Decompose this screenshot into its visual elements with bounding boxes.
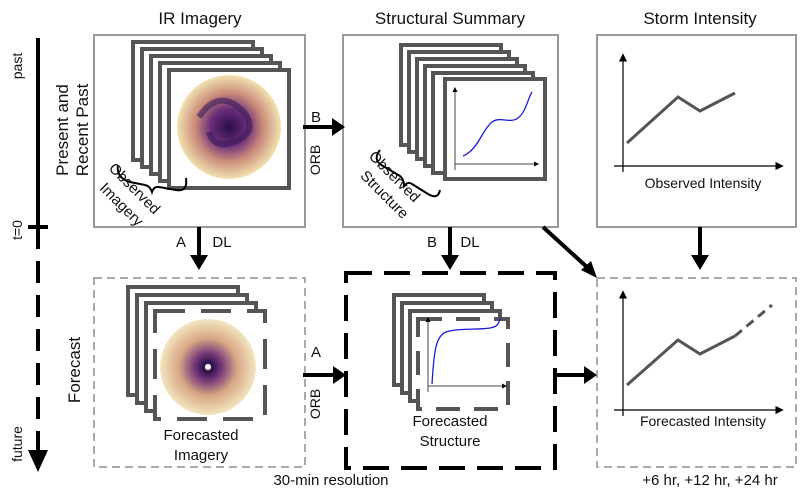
arrow-dl-mid-label: DL bbox=[460, 234, 479, 251]
arrow-b-mid-label: B bbox=[427, 234, 437, 251]
forecasted-intensity-plot bbox=[614, 290, 784, 416]
arrow-intensity-down-head bbox=[691, 255, 709, 270]
timeline-past-label: past bbox=[9, 53, 25, 80]
column-heading-storm-intensity: Storm Intensity bbox=[643, 9, 757, 28]
forecasted-imagery-label-line1: Forecasted bbox=[163, 427, 238, 444]
column-heading-structural-summary: Structural Summary bbox=[375, 9, 526, 28]
arrow-dl-left-label: DL bbox=[212, 234, 231, 251]
timeline bbox=[28, 38, 48, 472]
row-label-present-line2: Recent Past bbox=[73, 83, 92, 176]
storm-spiral-band bbox=[196, 97, 253, 148]
observed-intensity-line bbox=[625, 91, 736, 145]
arrow-orb-top-label: ORB bbox=[307, 145, 323, 175]
forecasted-structure-curve bbox=[431, 317, 501, 385]
forecasted-imagery-label-line2: Imagery bbox=[174, 447, 229, 464]
arrow-b-dl-mid-head bbox=[441, 255, 459, 270]
observed-storm-image bbox=[177, 75, 281, 179]
observed-structure-stack bbox=[399, 43, 547, 181]
footer-resolution: 30-min resolution bbox=[273, 472, 388, 489]
forecasted-storm-eye bbox=[205, 364, 211, 370]
arrow-structure-to-forecast-intensity-head bbox=[581, 261, 597, 278]
arrow-orb-bottom-label: ORB bbox=[307, 389, 323, 419]
forecasted-intensity-label: Forecasted Intensity bbox=[640, 413, 766, 429]
observed-structure-plot bbox=[452, 87, 539, 170]
forecasted-intensity-projected-line bbox=[734, 303, 773, 338]
arrow-structure-to-intensity-bottom-head bbox=[584, 366, 597, 384]
arrow-a-left-label: A bbox=[176, 234, 186, 251]
observed-intensity-panel bbox=[596, 34, 797, 228]
timeline-future-label: future bbox=[9, 426, 25, 462]
forecasted-intensity-panel bbox=[596, 277, 797, 468]
footer-horizons: +6 hr, +12 hr, +24 hr bbox=[642, 472, 778, 489]
forecasted-structure-frame bbox=[416, 317, 510, 411]
row-label-forecast: Forecast bbox=[65, 337, 84, 403]
observed-intensity-plot bbox=[614, 53, 784, 172]
forecasted-structure-label-line1: Forecasted bbox=[412, 413, 487, 430]
observed-structure-brace bbox=[375, 149, 441, 198]
observed-structure-curve bbox=[462, 91, 533, 157]
arrow-b-top-label: B bbox=[311, 109, 321, 126]
arrow-structure-to-forecast-intensity bbox=[541, 225, 590, 270]
arrow-b-orb-top-head bbox=[332, 118, 345, 136]
observed-intensity-label: Observed Intensity bbox=[645, 175, 762, 191]
arrow-a-bottom-label: A bbox=[311, 344, 321, 361]
column-heading-ir-imagery: IR Imagery bbox=[158, 9, 242, 28]
arrow-a-dl-left-head bbox=[190, 255, 208, 270]
observed-imagery-brace bbox=[116, 164, 188, 196]
forecasted-intensity-observed-line bbox=[626, 334, 736, 387]
timeline-t0-label: t=0 bbox=[9, 220, 25, 240]
forecasted-structure-plot bbox=[425, 317, 507, 392]
arrow-a-orb-bottom-head bbox=[333, 366, 346, 384]
forecasted-structure-label-line2: Structure bbox=[420, 433, 481, 450]
row-label-present-line1: Present and bbox=[53, 84, 72, 176]
